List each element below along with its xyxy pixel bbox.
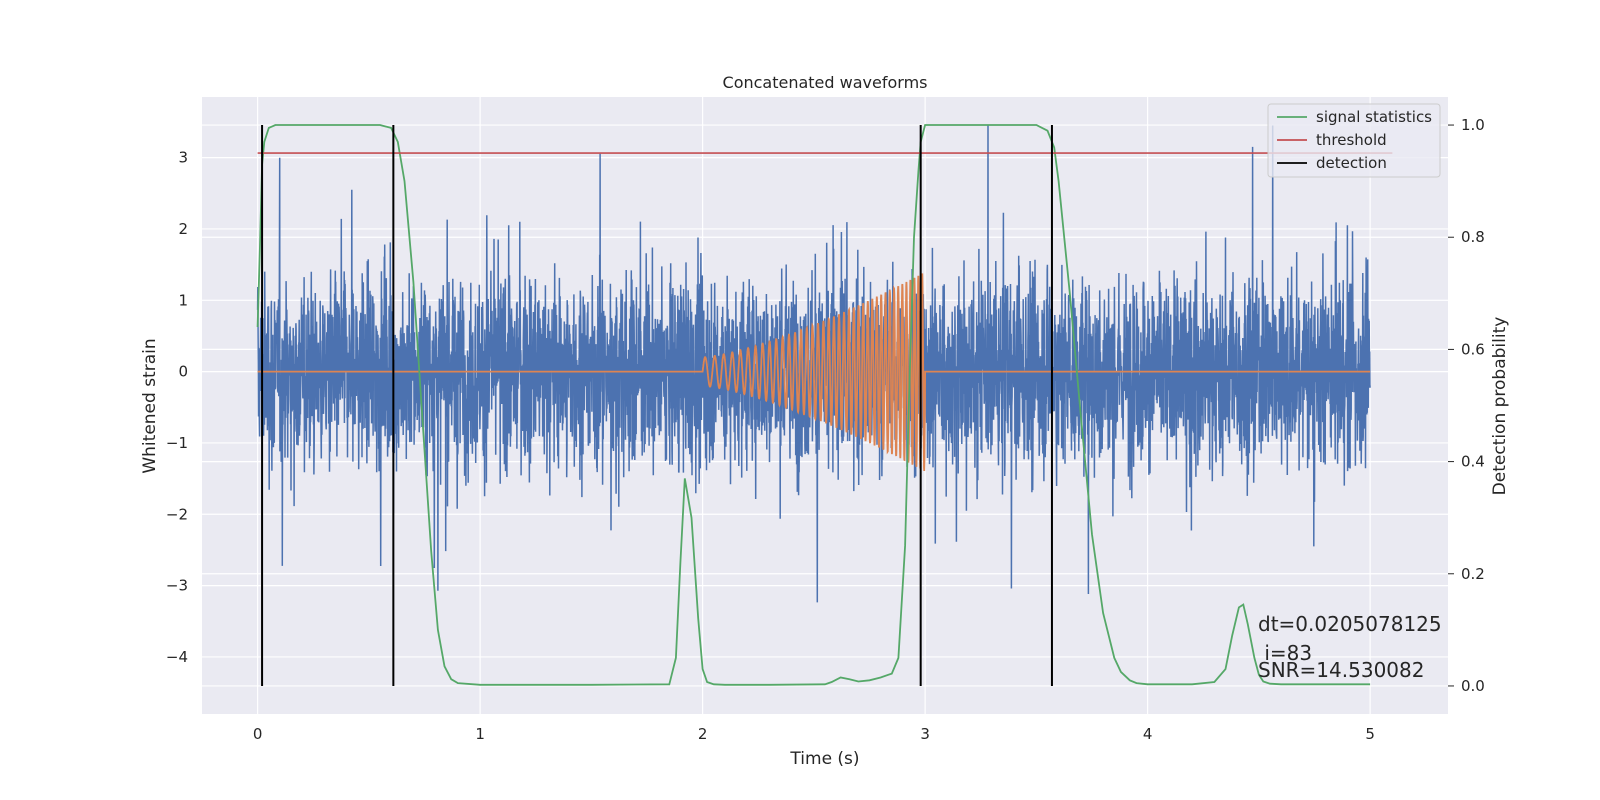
x-tick-label: 2 xyxy=(698,725,708,743)
x-axis-ticks: 0 1 2 3 4 5 xyxy=(253,725,1375,743)
y2-axis-label: Detection probability xyxy=(1490,317,1510,496)
y-tick-label: 2 xyxy=(178,220,188,238)
legend-label-threshold: threshold xyxy=(1316,131,1387,149)
y-tick-label: 0 xyxy=(178,363,188,381)
template-series xyxy=(257,273,1371,472)
x-tick-label: 3 xyxy=(920,725,930,743)
legend-frame xyxy=(1267,103,1441,178)
y2-tick-label: 0.2 xyxy=(1461,565,1485,583)
plot-content xyxy=(256,124,1393,686)
signal-statistics-line xyxy=(256,124,1371,686)
y-tick-label: −1 xyxy=(166,434,188,452)
x-tick-label: 0 xyxy=(253,725,263,743)
y-tick-label: 3 xyxy=(178,149,188,167)
probability-series xyxy=(256,124,1393,686)
x-tick-label: 5 xyxy=(1365,725,1375,743)
y2-tick-label: 0.0 xyxy=(1461,677,1485,695)
y2-tick-label: 1.0 xyxy=(1461,116,1485,134)
y-tick-label: 1 xyxy=(178,291,188,309)
x-tick-label: 1 xyxy=(475,725,485,743)
annotation-snr: SNR=14.530082 xyxy=(1258,658,1424,682)
x-tick-label: 4 xyxy=(1143,725,1153,743)
y2-tick-label: 0.4 xyxy=(1461,453,1485,471)
chart-title: Concatenated waveforms xyxy=(723,73,928,92)
y-tick-label: −3 xyxy=(166,577,188,595)
annotation-index: i=83 xyxy=(1258,641,1312,665)
legend-label-detection: detection xyxy=(1316,154,1387,172)
template-line xyxy=(257,273,1371,472)
x-axis-label: Time (s) xyxy=(789,749,859,769)
y-axis-ticks: 3 2 1 0 −1 −2 −3 −4 xyxy=(166,149,188,666)
y2-tick-label: 0.6 xyxy=(1461,340,1485,358)
y2-axis-ticks: 1.0 0.8 0.6 0.4 0.2 0.0 xyxy=(1448,116,1485,695)
y-axis-label: Whitened strain xyxy=(140,338,160,473)
legend: signal statistics threshold detection xyxy=(1267,103,1441,178)
y-tick-label: −4 xyxy=(166,648,188,666)
legend-label-signal-statistics: signal statistics xyxy=(1316,108,1432,126)
annotation-dt: dt=0.0205078125 xyxy=(1258,612,1442,636)
y-tick-label: −2 xyxy=(166,505,188,523)
y2-tick-label: 0.8 xyxy=(1461,228,1485,246)
